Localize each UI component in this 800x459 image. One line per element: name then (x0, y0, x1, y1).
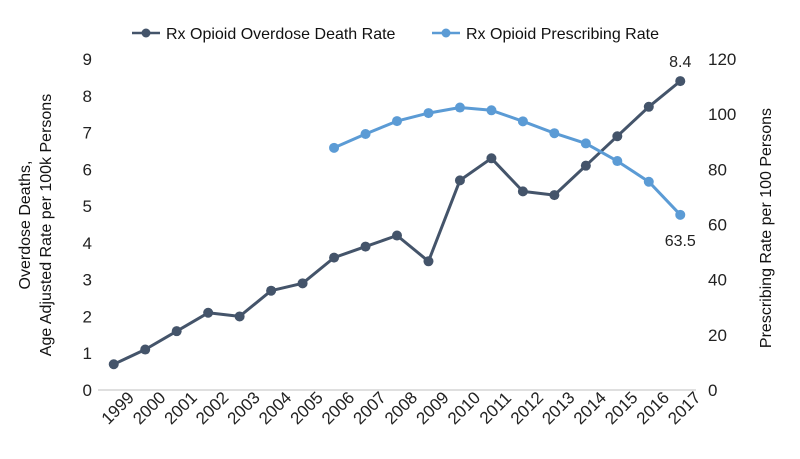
x-tick-2012: 2012 (507, 388, 547, 428)
right-y-tick-2: 40 (708, 271, 727, 290)
series-0-point-2007 (360, 241, 371, 252)
left-y-tick-4: 4 (83, 234, 92, 253)
series-0-point-2009 (423, 256, 434, 267)
x-tick-2015: 2015 (601, 388, 641, 428)
series-1-point-2010 (454, 102, 465, 113)
legend-label-death-rate: Rx Opioid Overdose Death Rate (166, 26, 396, 43)
end-label-series-0: 8.4 (669, 54, 691, 71)
series-0-point-2000 (140, 344, 151, 355)
data-labels: 8.4 63.5 (665, 54, 696, 250)
series-1-point-2016 (643, 176, 654, 187)
legend-marker-prescribing-rate (441, 28, 451, 38)
right-y-tick-6: 120 (708, 50, 736, 69)
series-0-point-2015 (612, 131, 623, 142)
left-y-tick-9: 9 (83, 50, 92, 69)
series-1-point-2012 (517, 116, 528, 127)
left-y-axis-title-line2: Age Adjusted Rate per 100k Persons (38, 94, 55, 356)
series-1-point-2009 (423, 108, 434, 119)
right-y-tick-1: 20 (708, 326, 727, 345)
series-0-point-2013 (549, 190, 560, 201)
series-1-point-2013 (549, 128, 560, 139)
x-tick-2011: 2011 (476, 388, 515, 427)
series-0-point-2016 (643, 101, 654, 112)
x-tick-2014: 2014 (570, 388, 610, 428)
legend-item-death-rate: Rx Opioid Overdose Death Rate (132, 26, 396, 43)
legend-item-prescribing-rate: Rx Opioid Prescribing Rate (432, 26, 659, 43)
x-tick-2009: 2009 (412, 388, 452, 428)
right-y-axis: 0 20 40 60 80 100 120 (708, 50, 736, 400)
series-0-point-2002 (203, 307, 214, 318)
left-y-tick-5: 5 (83, 197, 92, 216)
x-tick-2013: 2013 (538, 388, 578, 428)
series-0-point-2001 (171, 326, 182, 337)
x-tick-2016: 2016 (633, 388, 673, 428)
left-y-axis: 0 1 2 3 4 5 6 7 8 9 (83, 50, 92, 400)
x-tick-2006: 2006 (318, 388, 358, 428)
x-tick-2000: 2000 (129, 388, 169, 428)
series-0-point-2003 (234, 311, 245, 322)
series-1-point-2015 (612, 156, 623, 167)
series-0-point-2014 (580, 160, 591, 171)
x-axis: 1999200020012002200320042005200620072008… (98, 388, 705, 428)
series-0-point-2017 (675, 76, 686, 87)
x-tick-2004: 2004 (255, 388, 295, 428)
series-1-point-2017 (675, 209, 686, 220)
x-tick-2007: 2007 (350, 388, 390, 428)
series-0-point-2006 (329, 252, 340, 263)
x-tick-2005: 2005 (287, 388, 327, 428)
series-1-point-2008 (392, 116, 402, 127)
left-y-tick-0: 0 (83, 381, 92, 400)
series-0-point-1999 (108, 359, 119, 370)
series-line-1 (333, 106, 682, 216)
left-y-tick-2: 2 (83, 307, 92, 326)
end-label-series-1: 63.5 (665, 233, 696, 250)
series-1-point-2007 (360, 129, 371, 140)
legend: Rx Opioid Overdose Death Rate Rx Opioid … (132, 26, 659, 43)
x-tick-2008: 2008 (381, 388, 421, 428)
series-1-point-2011 (486, 105, 497, 116)
right-y-tick-4: 80 (708, 160, 727, 179)
series-0-point-2012 (517, 186, 528, 197)
x-tick-2003: 2003 (224, 388, 264, 428)
series-0-point-2004 (266, 285, 277, 296)
left-y-axis-title-line1: Overdose Deaths, (17, 161, 34, 290)
legend-label-prescribing-rate: Rx Opioid Prescribing Rate (466, 26, 659, 43)
series-0-point-2011 (486, 153, 497, 164)
right-y-axis-title: Prescribing Rate per 100 Persons (758, 108, 775, 348)
x-tick-2001: 2001 (161, 388, 201, 428)
left-y-tick-6: 6 (83, 160, 92, 179)
left-y-tick-3: 3 (83, 271, 92, 290)
x-tick-2010: 2010 (444, 388, 484, 428)
series-1-point-2006 (329, 142, 340, 153)
x-tick-2017: 2017 (664, 388, 704, 428)
series-1-point-2014 (580, 138, 591, 149)
x-tick-2002: 2002 (192, 388, 232, 428)
right-y-tick-3: 60 (708, 216, 727, 235)
series-0-point-2005 (297, 278, 308, 289)
series-layer (108, 76, 686, 370)
x-tick-1999: 1999 (98, 388, 138, 428)
series-0-point-2008 (392, 230, 402, 241)
right-y-tick-0: 0 (708, 381, 717, 400)
right-y-tick-5: 100 (708, 105, 736, 124)
left-y-tick-8: 8 (83, 87, 92, 106)
legend-marker-death-rate (141, 28, 151, 38)
series-0-point-2010 (454, 175, 465, 186)
left-y-tick-7: 7 (83, 124, 92, 143)
left-y-tick-1: 1 (83, 344, 92, 363)
